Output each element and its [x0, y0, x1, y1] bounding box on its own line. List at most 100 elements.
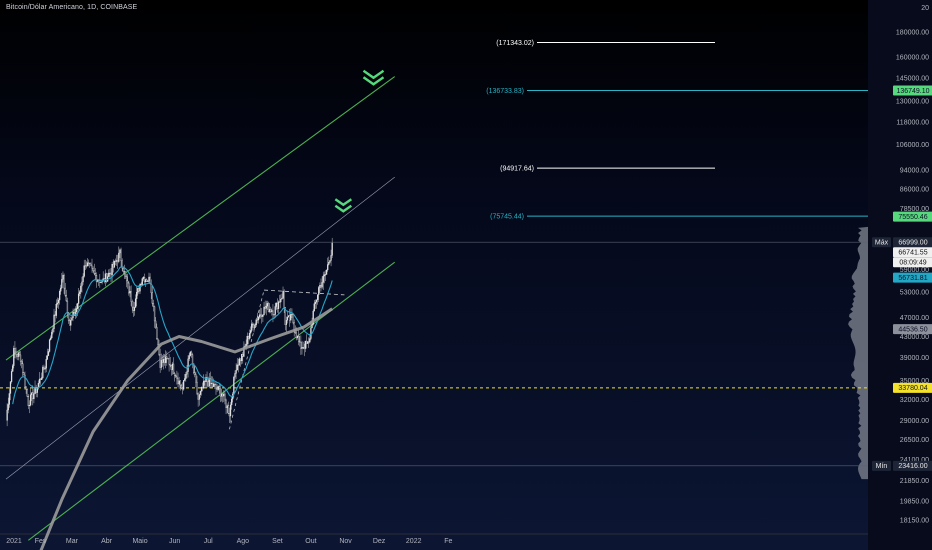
candle-body	[80, 285, 82, 292]
candle-body	[267, 303, 270, 312]
candle-body	[171, 363, 174, 370]
candle-body	[302, 347, 304, 349]
price-badge-label: 08:09:49	[899, 260, 926, 267]
candle-body	[76, 303, 79, 309]
candle-body	[209, 378, 212, 384]
candle-body	[51, 331, 53, 339]
candle-body	[223, 393, 225, 397]
candle-body	[81, 281, 83, 287]
price-badge-green	[893, 211, 932, 222]
y-tick-label: 118000.00	[896, 119, 929, 126]
candle-body	[178, 380, 180, 384]
candle-body	[279, 301, 281, 303]
candle-body	[117, 260, 119, 262]
candle-body	[91, 265, 93, 269]
candle-body	[132, 306, 134, 311]
x-tick-label: Dez	[373, 538, 386, 545]
candle-body	[234, 373, 236, 378]
candle-body	[216, 388, 218, 390]
candle-body	[225, 399, 227, 408]
candle-body	[13, 348, 15, 366]
candle-body	[277, 301, 280, 309]
candle-body	[276, 302, 279, 309]
candle-body	[126, 276, 128, 282]
candle-body	[281, 297, 283, 300]
price-badge-label: 66999.00	[898, 240, 927, 247]
candle-body	[224, 393, 226, 401]
candle-body	[289, 315, 291, 321]
candle-body	[28, 404, 31, 407]
candle-body	[161, 359, 164, 363]
candle-body	[299, 341, 301, 343]
candle-body	[134, 298, 137, 308]
candle-body	[64, 287, 66, 296]
candle-body	[229, 404, 232, 417]
candle-body	[44, 368, 46, 370]
candle-body	[206, 376, 208, 382]
candle-body	[296, 336, 299, 338]
target-label-3: (75745.44)	[490, 214, 524, 221]
candle-body	[201, 387, 204, 389]
candle-body	[304, 340, 306, 349]
x-tick-label: Mar	[66, 538, 79, 545]
candle-body	[317, 294, 319, 300]
y-tick-label: 145000.00	[896, 75, 929, 82]
candle-body	[177, 378, 179, 384]
price-badge-grey	[893, 324, 932, 335]
ema-line	[12, 266, 333, 405]
y-tick-label: 130000.00	[896, 99, 929, 106]
candle-body	[251, 323, 253, 331]
candle-body	[213, 383, 215, 387]
candle-body	[315, 299, 318, 303]
candle-body	[328, 261, 330, 265]
y-tick-label: 19850.00	[900, 498, 929, 505]
channel-lower-line	[28, 261, 396, 541]
candle-body	[176, 376, 178, 379]
candle-body	[21, 361, 23, 364]
candle-body	[309, 338, 311, 343]
candle-body	[12, 365, 14, 372]
price-badge-dark	[893, 460, 932, 471]
candle-body	[27, 396, 29, 407]
candle-body	[327, 264, 329, 271]
candle-body	[115, 260, 118, 262]
candle-body	[219, 388, 222, 397]
y-tick-label: 59000.00	[900, 267, 929, 274]
candle-body	[233, 376, 235, 395]
candle-body	[56, 302, 59, 305]
candle-body	[325, 269, 328, 275]
x-tick-label: Set	[272, 538, 283, 545]
candle-body	[308, 341, 310, 343]
candle-body	[312, 310, 314, 325]
x-tick-label: Fe	[444, 538, 452, 545]
candle-body	[143, 277, 146, 283]
candle-body	[74, 311, 76, 316]
price-badge-green	[893, 85, 932, 96]
candle-body	[215, 384, 217, 389]
candle-body	[205, 376, 207, 382]
candle-body	[237, 364, 239, 366]
price-badge-yellow	[893, 382, 932, 393]
candle-body	[290, 313, 292, 321]
candle-body	[168, 358, 170, 365]
candle-body	[48, 339, 51, 352]
candle-body	[255, 319, 257, 326]
candle-body	[145, 279, 147, 283]
symbol-title: Bitcoin/Dólar Americano, 1D, COINBASE	[6, 4, 138, 11]
price-badge-cyan	[893, 272, 932, 283]
price-badge-white	[893, 247, 932, 258]
candle-body	[151, 292, 153, 304]
price-badge-label: 23416.00	[898, 463, 927, 470]
candle-body	[256, 319, 258, 321]
candle-body	[23, 372, 25, 376]
y-tick-label: 180000.00	[896, 30, 929, 37]
candle-body	[241, 353, 243, 362]
x-tick-label: 2022	[406, 538, 422, 545]
candle-body	[104, 273, 107, 282]
candle-body	[114, 260, 117, 262]
candle-body	[184, 378, 186, 381]
candle-body	[189, 351, 191, 356]
candle-body	[42, 366, 44, 378]
